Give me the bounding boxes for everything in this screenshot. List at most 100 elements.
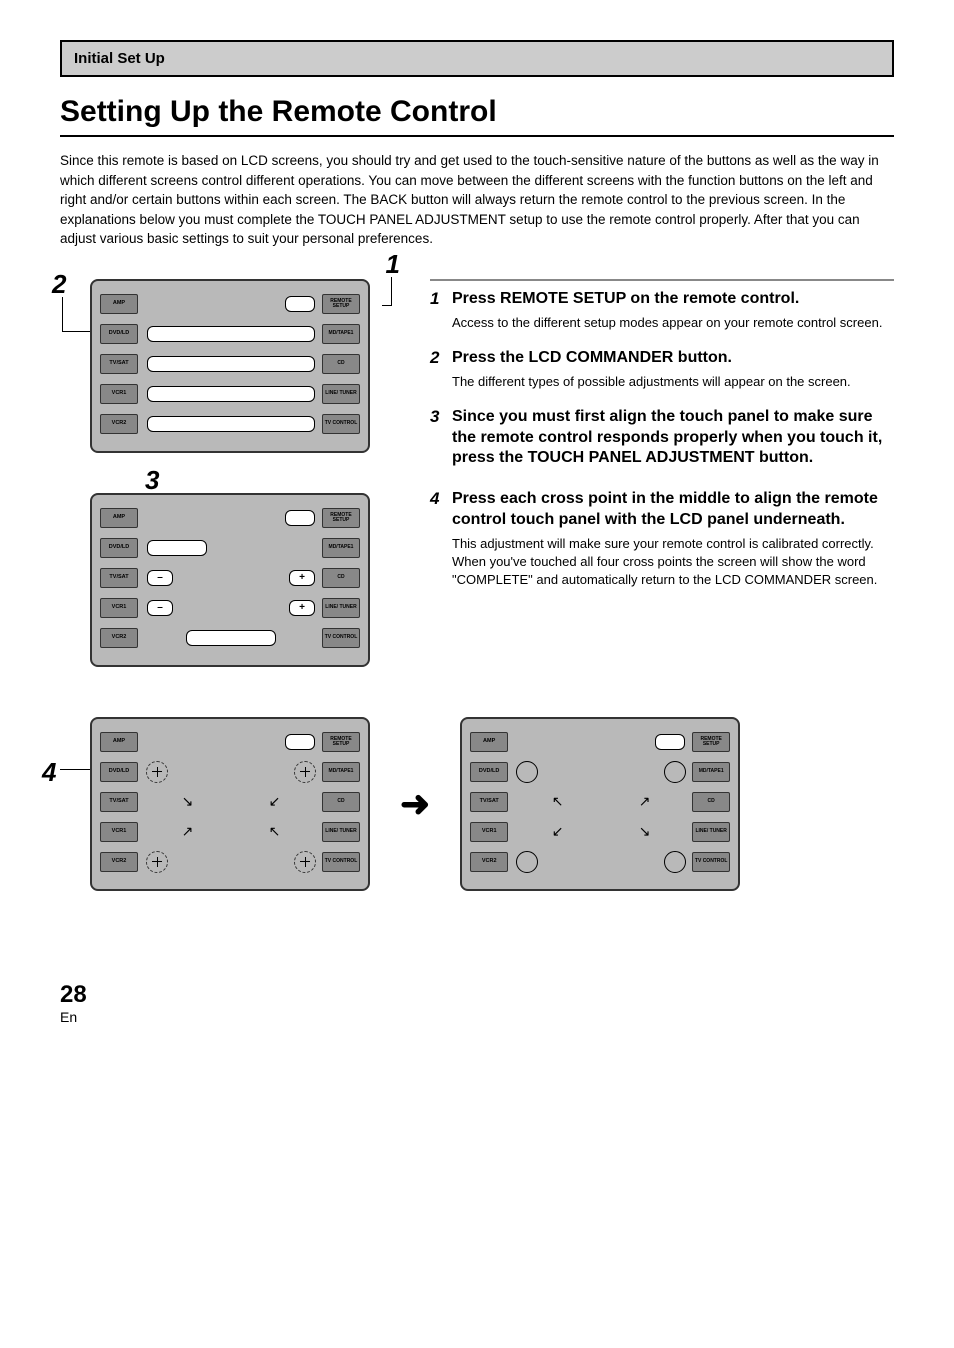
cross-point-icon [146, 851, 168, 873]
remote-setup-button: REMOTE SETUP [322, 294, 360, 314]
lcd-button [147, 326, 315, 342]
plus-button: + [289, 570, 315, 586]
vcr2-button: VCR2 [100, 852, 138, 872]
step-number: 1 [430, 289, 452, 332]
tv-sat-button: TV/SAT [470, 792, 508, 812]
md-tape1-button: MD/TAPE1 [322, 538, 360, 558]
intro-paragraph: Since this remote is based on LCD screen… [60, 151, 894, 249]
vcr1-button: VCR1 [100, 384, 138, 404]
tv-sat-button: TV/SAT [100, 792, 138, 812]
step-4: 4 Press each cross point in the middle t… [430, 489, 894, 589]
steps-column: 1 Press REMOTE SETUP on the remote contr… [430, 279, 894, 707]
remote-setup-button: REMOTE SETUP [692, 732, 730, 752]
dvd-ld-button: DVD/LD [100, 324, 138, 344]
amp-button: AMP [100, 294, 138, 314]
line-tuner-button: LINE/ TUNER [322, 384, 360, 404]
minus-button: – [147, 570, 173, 586]
section-header: Initial Set Up [60, 40, 894, 77]
md-tape1-button: MD/TAPE1 [322, 762, 360, 782]
remote-diagram-1-2: 1 2 AMP REMOTE SETUP DVD/LD MD/TAPE1 TV/… [60, 279, 390, 453]
cd-button: CD [322, 568, 360, 588]
lcd-button [285, 734, 315, 750]
step-2: 2 Press the LCD COMMANDER button. The di… [430, 348, 894, 391]
lcd-button [147, 356, 315, 372]
lcd-button [147, 416, 315, 432]
lcd-button [285, 510, 315, 526]
cross-point-icon [146, 761, 168, 783]
step-desc: This adjustment will make sure your remo… [452, 535, 894, 590]
remote-setup-button: REMOTE SETUP [322, 732, 360, 752]
lcd-button [285, 296, 315, 312]
page-language: En [60, 1009, 894, 1025]
step-1: 1 Press REMOTE SETUP on the remote contr… [430, 289, 894, 332]
lcd-button [655, 734, 685, 750]
diagonal-arrow-icon: ↖ [514, 793, 601, 810]
circle-icon [664, 851, 686, 873]
amp-button: AMP [470, 732, 508, 752]
tv-sat-button: TV/SAT [100, 568, 138, 588]
cd-button: CD [322, 354, 360, 374]
diagonal-arrow-icon: ↘ [144, 793, 231, 810]
lcd-button [147, 540, 207, 556]
md-tape1-button: MD/TAPE1 [322, 324, 360, 344]
arrow-right-icon: ➜ [400, 783, 430, 825]
vcr1-button: VCR1 [100, 598, 138, 618]
page-number: 28 [60, 981, 894, 1009]
callout-2: 2 [52, 269, 66, 300]
circle-icon [516, 761, 538, 783]
diagonal-arrow-icon: ↖ [231, 823, 318, 840]
tv-sat-button: TV/SAT [100, 354, 138, 374]
cd-button: CD [322, 792, 360, 812]
bottom-diagram-row: 4 AMP REMOTE SETUP DVD/LD MD/TAPE1 TV/SA… [60, 717, 894, 891]
diagonal-arrow-icon: ↗ [601, 793, 688, 810]
line-tuner-button: LINE/ TUNER [322, 822, 360, 842]
md-tape1-button: MD/TAPE1 [692, 762, 730, 782]
tv-control-button: TV CONTROL [322, 414, 360, 434]
tv-control-button: TV CONTROL [692, 852, 730, 872]
vcr2-button: VCR2 [100, 414, 138, 434]
callout-3: 3 [145, 465, 159, 496]
cross-point-icon [294, 761, 316, 783]
diagonal-arrow-icon: ↗ [144, 823, 231, 840]
tv-control-button: TV CONTROL [322, 628, 360, 648]
dvd-ld-button: DVD/LD [100, 538, 138, 558]
callout-4: 4 [42, 757, 56, 788]
page-title: Setting Up the Remote Control [60, 95, 894, 137]
step-title: Since you must first align the touch pan… [452, 407, 894, 469]
callout-1: 1 [386, 249, 400, 280]
step-desc: The different types of possible adjustme… [452, 373, 894, 391]
line-tuner-button: LINE/ TUNER [692, 822, 730, 842]
plus-button: + [289, 600, 315, 616]
dvd-ld-button: DVD/LD [100, 762, 138, 782]
lcd-button [147, 386, 315, 402]
diagonal-arrow-icon: ↘ [601, 823, 688, 840]
cd-button: CD [692, 792, 730, 812]
remote-setup-button: REMOTE SETUP [322, 508, 360, 528]
remote-diagram-4: 4 AMP REMOTE SETUP DVD/LD MD/TAPE1 TV/SA… [60, 717, 370, 891]
minus-button: – [147, 600, 173, 616]
amp-button: AMP [100, 508, 138, 528]
tv-control-button: TV CONTROL [322, 852, 360, 872]
remote-diagram-result: AMP REMOTE SETUP DVD/LD MD/TAPE1 TV/SAT … [460, 717, 740, 891]
vcr1-button: VCR1 [470, 822, 508, 842]
step-desc: Access to the different setup modes appe… [452, 314, 894, 332]
circle-icon [516, 851, 538, 873]
dvd-ld-button: DVD/LD [470, 762, 508, 782]
step-number: 2 [430, 348, 452, 391]
step-title: Press each cross point in the middle to … [452, 489, 894, 531]
remote-diagram-3: 3 AMP REMOTE SETUP DVD/LD MD/TAPE1 TV/SA… [90, 493, 390, 667]
step-title: Press the LCD COMMANDER button. [452, 348, 894, 369]
diagram-column: 1 2 AMP REMOTE SETUP DVD/LD MD/TAPE1 TV/… [60, 279, 390, 707]
diagonal-arrow-icon: ↙ [231, 793, 318, 810]
vcr2-button: VCR2 [100, 628, 138, 648]
circle-icon [664, 761, 686, 783]
cross-point-icon [294, 851, 316, 873]
vcr1-button: VCR1 [100, 822, 138, 842]
step-title: Press REMOTE SETUP on the remote control… [452, 289, 894, 310]
step-number: 4 [430, 489, 452, 589]
amp-button: AMP [100, 732, 138, 752]
page-footer: 28 En [60, 981, 894, 1025]
step-3: 3 Since you must first align the touch p… [430, 407, 894, 473]
vcr2-button: VCR2 [470, 852, 508, 872]
diagonal-arrow-icon: ↙ [514, 823, 601, 840]
